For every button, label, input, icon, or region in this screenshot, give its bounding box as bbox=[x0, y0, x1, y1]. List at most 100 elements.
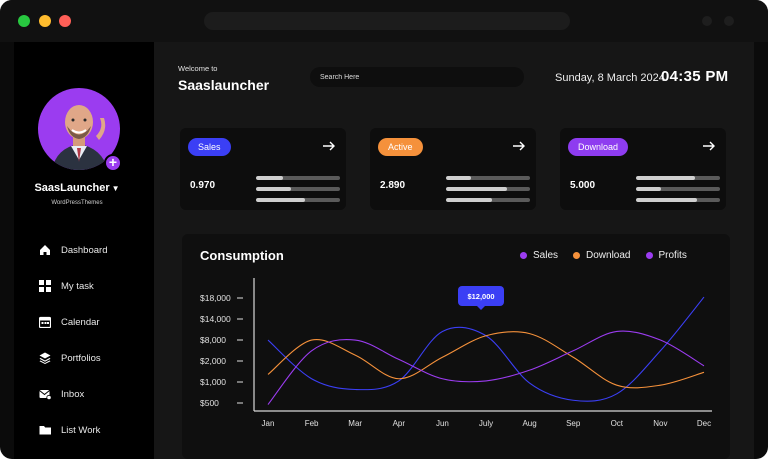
layers-icon bbox=[38, 351, 52, 365]
progress-bar bbox=[256, 176, 340, 180]
folder-icon bbox=[38, 423, 52, 437]
sales-card: Sales 0.970 bbox=[180, 128, 346, 210]
sales-progress-bars bbox=[256, 176, 340, 209]
x-tick-label: Dec bbox=[697, 419, 711, 428]
active-badge: Active bbox=[378, 138, 423, 156]
toolbar-circle-icon[interactable] bbox=[724, 16, 734, 26]
sidebar-item-portfolios[interactable]: Portfolios bbox=[38, 350, 101, 366]
welcome-text: Welcome to bbox=[178, 64, 218, 73]
legend-dot bbox=[645, 252, 653, 259]
user-name-label: SaasLauncher bbox=[34, 182, 110, 194]
y-tick-label: $14,000 bbox=[200, 314, 231, 324]
user-subtitle: WordPressThemes bbox=[51, 200, 103, 206]
inbox-icon bbox=[38, 387, 52, 401]
y-tick-label: $1,000 bbox=[200, 377, 226, 387]
sales-badge: Sales bbox=[188, 138, 231, 156]
sidebar: + SaasLauncher ▼ WordPressThemes Dashboar… bbox=[14, 42, 154, 459]
y-tick-label: $18,000 bbox=[200, 293, 231, 303]
home-icon bbox=[38, 243, 52, 257]
toolbar-circle-icon[interactable] bbox=[702, 16, 712, 26]
progress-bar bbox=[256, 187, 340, 191]
tooltip-pointer bbox=[477, 306, 485, 310]
active-value: 2.890 bbox=[380, 180, 406, 191]
chart-title: Consumption bbox=[200, 248, 284, 263]
series-line-blue bbox=[267, 296, 705, 402]
sidebar-item-label: List Work bbox=[61, 424, 101, 436]
sidebar-item-label: Portfolios bbox=[61, 352, 101, 364]
x-tick-label: Jun bbox=[436, 419, 449, 428]
legend-item-profits[interactable]: Profits bbox=[645, 250, 687, 261]
progress-bar bbox=[446, 187, 530, 191]
x-tick-label: Apr bbox=[393, 419, 406, 428]
progress-bar bbox=[636, 198, 720, 202]
progress-bar bbox=[256, 198, 340, 202]
series-line-purple bbox=[267, 330, 705, 405]
x-tick-label: Feb bbox=[305, 419, 319, 428]
x-tick-label: Sep bbox=[566, 419, 581, 428]
arrow-right-icon[interactable] bbox=[512, 140, 526, 152]
title-bar bbox=[0, 0, 768, 42]
chevron-down-icon: ▼ bbox=[111, 184, 120, 193]
current-date: Sunday, 8 March 2024 bbox=[555, 72, 665, 84]
legend-label: Profits bbox=[658, 250, 687, 261]
progress-bar bbox=[446, 198, 530, 202]
y-tick-label: $8,000 bbox=[200, 335, 226, 345]
legend-dot bbox=[520, 252, 527, 259]
window-maximize-button[interactable] bbox=[18, 15, 30, 27]
sidebar-item-my-task[interactable]: My task bbox=[38, 278, 94, 294]
y-tick-label: $500 bbox=[200, 398, 219, 408]
grid-icon bbox=[38, 279, 52, 293]
sidebar-item-dashboard[interactable]: Dashboard bbox=[38, 242, 107, 258]
legend-dot bbox=[573, 252, 581, 259]
current-time: 04:35 PM bbox=[661, 68, 729, 85]
y-tick-label: $2,000 bbox=[200, 356, 226, 366]
sidebar-item-calendar[interactable]: Calendar bbox=[38, 314, 100, 330]
sidebar-item-label: Dashboard bbox=[61, 244, 108, 256]
x-tick-label: July bbox=[479, 419, 493, 428]
sidebar-item-list-work[interactable]: List Work bbox=[38, 422, 100, 438]
sidebar-item-inbox[interactable]: Inbox bbox=[38, 386, 84, 402]
avatar[interactable]: + bbox=[38, 88, 122, 172]
tooltip-label: $12,000 bbox=[467, 292, 494, 301]
download-value: 5.000 bbox=[570, 180, 596, 191]
legend-label: Download bbox=[586, 250, 631, 261]
download-badge: Download bbox=[568, 138, 629, 156]
main-content: Welcome to Saaslauncher Sunday, 8 March … bbox=[154, 42, 754, 459]
add-avatar-button[interactable]: + bbox=[104, 154, 122, 172]
sidebar-item-label: My task bbox=[61, 280, 94, 292]
download-progress-bars bbox=[636, 176, 720, 209]
series-line-orange bbox=[267, 331, 705, 389]
arrow-right-icon[interactable] bbox=[702, 140, 716, 152]
legend-label: Sales bbox=[533, 250, 559, 261]
address-bar[interactable] bbox=[204, 12, 570, 30]
calendar-icon bbox=[38, 315, 52, 329]
progress-bar bbox=[636, 176, 720, 180]
sidebar-item-label: Inbox bbox=[61, 388, 85, 400]
progress-bar bbox=[636, 187, 720, 191]
x-tick-label: Jan bbox=[262, 419, 275, 428]
sidebar-item-label: Calendar bbox=[61, 316, 100, 328]
legend-item-sales[interactable]: Sales bbox=[520, 250, 558, 261]
tooltip-box bbox=[458, 286, 504, 306]
search-input[interactable] bbox=[310, 67, 524, 87]
consumption-chart-card: $18,000 $14,000 $8,000 $2,000 $1,000 $500 Jan F… bbox=[182, 234, 730, 459]
active-progress-bars bbox=[446, 176, 530, 209]
avatar-image bbox=[38, 88, 120, 170]
chart-legend: Sales Download Profits bbox=[520, 250, 702, 261]
x-tick-label: Aug bbox=[522, 419, 536, 428]
x-tick-label: Oct bbox=[611, 419, 624, 428]
x-tick-label: Mar bbox=[348, 419, 362, 428]
consumption-chart: $18,000 $14,000 $8,000 $2,000 $1,000 $500 Jan F… bbox=[200, 278, 712, 428]
page-title: Saaslauncher bbox=[178, 77, 270, 93]
window-minimize-button[interactable] bbox=[39, 15, 51, 27]
active-card: Active 2.890 bbox=[370, 128, 536, 210]
window-close-button[interactable] bbox=[59, 15, 71, 27]
user-name[interactable]: SaasLauncher ▼ bbox=[14, 182, 140, 194]
arrow-right-icon[interactable] bbox=[322, 140, 336, 152]
legend-item-download[interactable]: Download bbox=[573, 250, 631, 261]
progress-bar bbox=[446, 176, 530, 180]
x-tick-label: Nov bbox=[653, 419, 667, 428]
download-card: Download 5.000 bbox=[560, 128, 726, 210]
sales-value: 0.970 bbox=[190, 180, 216, 191]
